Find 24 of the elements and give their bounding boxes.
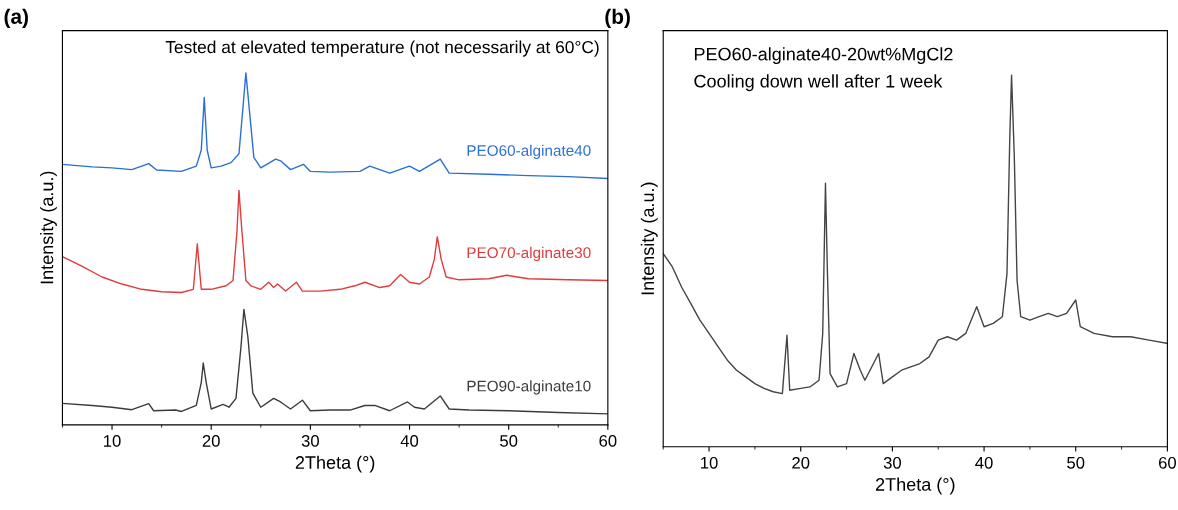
- x-tick-label: 40: [975, 456, 993, 469]
- chart-title: (a): [4, 8, 28, 29]
- x-axis-title: 2Theta (°): [295, 455, 375, 473]
- y-axis-title: Intensity (a.u.): [640, 182, 658, 295]
- text: PEO60-alginate40-20wt%MgCl2: [694, 47, 953, 65]
- x-tick-label: 40: [400, 434, 419, 447]
- series-label: PEO90-alginate10: [467, 380, 591, 395]
- series-label: PEO60-alginate40: [467, 144, 591, 159]
- x-tick-label: 10: [104, 434, 121, 447]
- x-tick-label: 30: [301, 434, 319, 447]
- x-tick-label: 60: [1158, 456, 1177, 469]
- x-tick-label: 10: [701, 456, 718, 469]
- x-axis-title: 2Theta (°): [875, 477, 955, 495]
- series-label: PEO70-alginate30: [467, 246, 591, 262]
- x-tick-label: 20: [792, 456, 810, 469]
- y-axis-title: Intensity (a.u.): [40, 171, 57, 284]
- x-tick-label: 20: [202, 434, 220, 447]
- chart-title: (b): [605, 8, 630, 29]
- x-tick-label: 50: [1067, 456, 1085, 469]
- annotation: Cooling down well after 1 week: [694, 74, 943, 92]
- x-tick-label: 50: [500, 434, 518, 447]
- text: Tested at elevated temperature (not necessarily at 60°C): [165, 40, 599, 57]
- x-tick-label: 60: [599, 434, 617, 447]
- x-tick-label: 30: [883, 456, 902, 469]
